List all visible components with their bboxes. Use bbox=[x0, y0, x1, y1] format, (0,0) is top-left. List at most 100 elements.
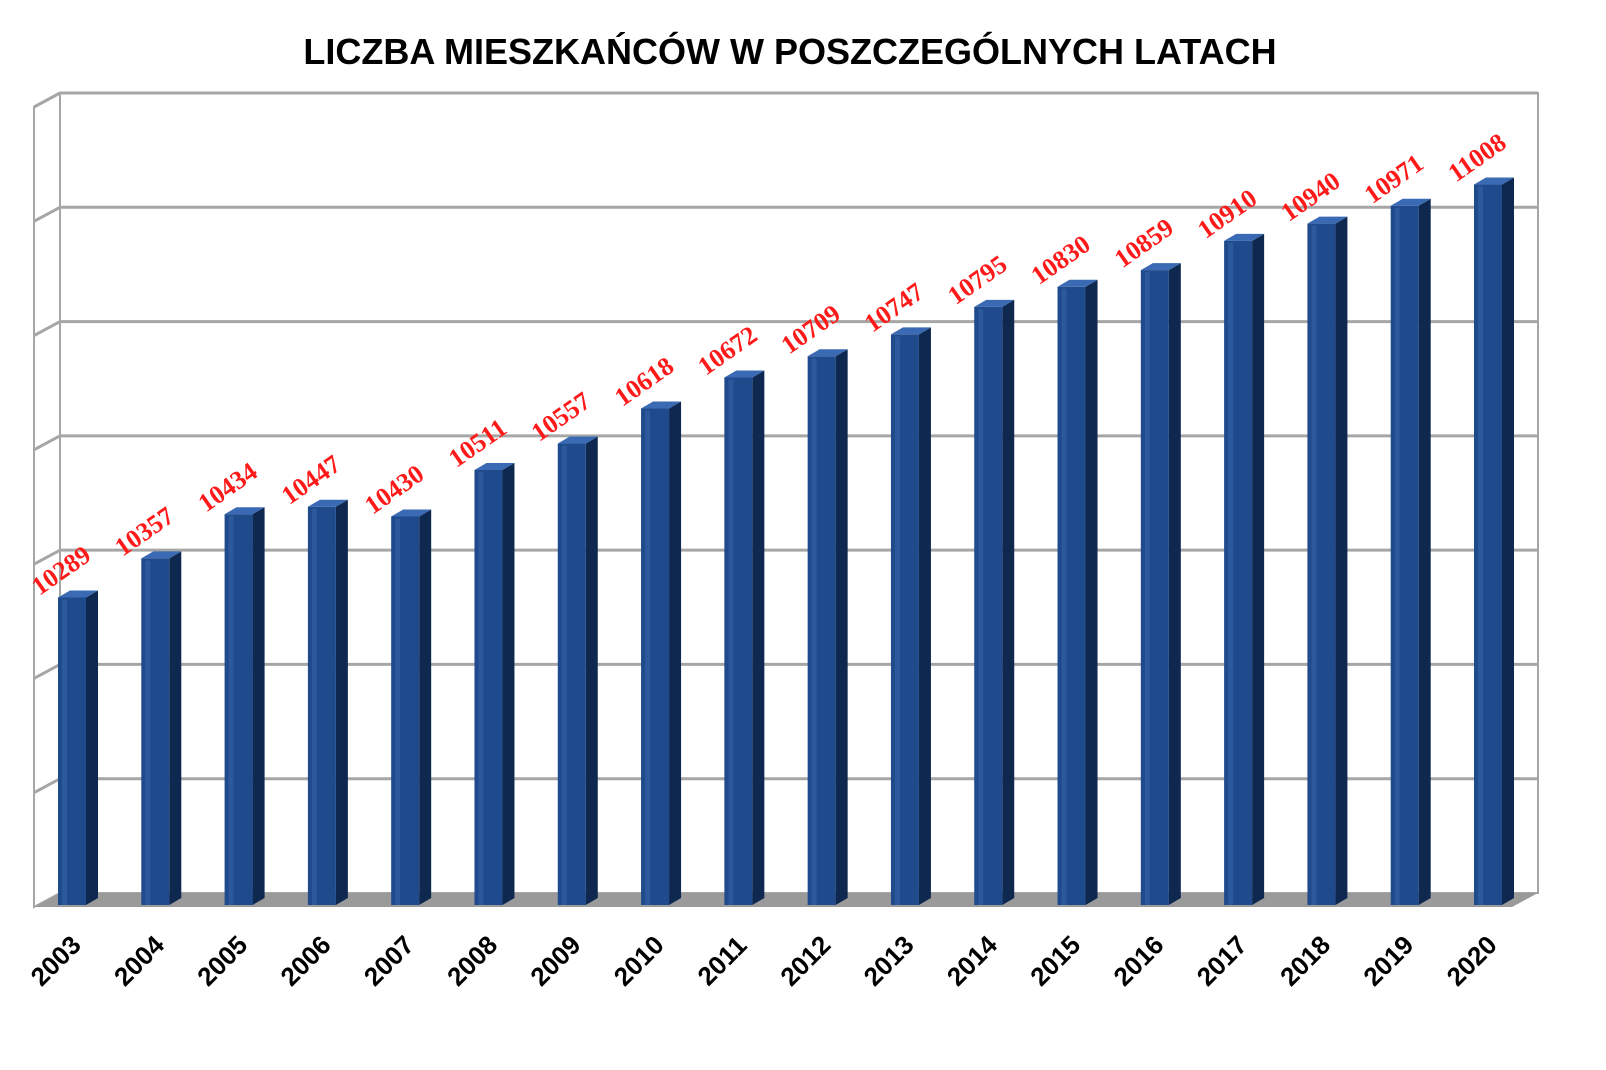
bar-highlight bbox=[894, 336, 900, 905]
plot-background bbox=[33, 91, 1539, 909]
x-tick-label: 2016 bbox=[1107, 930, 1169, 992]
x-tick-label: 2015 bbox=[1024, 930, 1086, 992]
bar bbox=[1140, 263, 1181, 905]
gridlines bbox=[33, 91, 1538, 795]
bar-side bbox=[918, 327, 931, 905]
bar-highlight bbox=[561, 445, 567, 905]
bar-top bbox=[141, 551, 182, 559]
bar-top bbox=[307, 499, 348, 507]
x-tick-label: 2006 bbox=[274, 930, 336, 992]
chart-title: LICZBA MIESZKAŃCÓW W POSZCZEGÓLNYCH LATA… bbox=[303, 30, 1276, 72]
x-tick-label: 2019 bbox=[1357, 930, 1419, 992]
x-tick-label: 2020 bbox=[1441, 930, 1503, 992]
bar-top bbox=[557, 436, 598, 444]
bar-side bbox=[1335, 216, 1348, 906]
bar bbox=[391, 509, 432, 905]
bar-top bbox=[1307, 216, 1348, 224]
bar bbox=[58, 590, 98, 905]
bar-highlight bbox=[395, 518, 401, 905]
gridline-side bbox=[33, 663, 61, 680]
bars bbox=[58, 177, 1514, 906]
x-tick-label: 2012 bbox=[774, 930, 836, 992]
bar bbox=[307, 499, 348, 905]
bar-side bbox=[669, 401, 682, 905]
bar bbox=[474, 462, 515, 905]
bar-highlight bbox=[1478, 186, 1483, 905]
bar-side bbox=[1085, 279, 1098, 905]
bar-top bbox=[224, 507, 265, 515]
bar-highlight bbox=[145, 560, 151, 905]
bar-highlight bbox=[1061, 288, 1067, 905]
bar-highlight bbox=[1144, 272, 1150, 905]
bar bbox=[974, 299, 1015, 905]
bar-highlight bbox=[811, 358, 817, 905]
bar-side bbox=[1502, 177, 1514, 905]
bar-side bbox=[1418, 198, 1431, 906]
bar-side bbox=[585, 436, 598, 905]
bar-side bbox=[335, 499, 348, 905]
x-tick-label: 2008 bbox=[441, 930, 503, 992]
bar-side bbox=[169, 551, 182, 905]
bar bbox=[1390, 198, 1431, 906]
bar bbox=[807, 349, 848, 905]
x-tick-label: 2011 bbox=[691, 930, 752, 991]
bar bbox=[1474, 177, 1514, 905]
gridline-side bbox=[33, 434, 61, 452]
bar-highlight bbox=[62, 599, 67, 905]
bar-side bbox=[1252, 233, 1265, 906]
bar-top bbox=[474, 462, 515, 470]
bar-top bbox=[1057, 279, 1098, 287]
bar-side bbox=[502, 462, 515, 905]
x-tick-label: 2010 bbox=[608, 930, 670, 992]
bar bbox=[1307, 216, 1348, 906]
bar bbox=[724, 370, 765, 906]
back-wall bbox=[59, 92, 1539, 894]
gridline-side bbox=[33, 91, 61, 109]
bar-highlight bbox=[311, 508, 317, 905]
bar-highlight bbox=[978, 308, 984, 905]
x-axis-tick-labels: 2003 2004 2005 2006 2007 2008 2009 2010 2011 2012… bbox=[25, 929, 1503, 991]
gridline-side bbox=[33, 548, 61, 566]
bar-highlight bbox=[478, 471, 484, 905]
gridline-side bbox=[33, 777, 61, 795]
x-tick-label: 2014 bbox=[941, 929, 1003, 991]
bar-top bbox=[890, 327, 931, 335]
bar-side bbox=[419, 509, 432, 905]
bar-top bbox=[1140, 263, 1181, 271]
gridline-side bbox=[33, 320, 61, 337]
bar-highlight bbox=[1394, 207, 1400, 906]
bar-side bbox=[252, 507, 265, 905]
bar-highlight bbox=[728, 379, 734, 906]
bar-top bbox=[391, 509, 432, 517]
bar-top bbox=[1474, 177, 1514, 185]
bar-side bbox=[752, 370, 765, 906]
bar-highlight bbox=[1311, 225, 1317, 906]
bar-top bbox=[58, 590, 98, 598]
bar-highlight bbox=[228, 516, 234, 905]
x-tick-label: 2018 bbox=[1274, 930, 1336, 992]
bar bbox=[141, 551, 182, 905]
bar bbox=[557, 436, 598, 905]
bar-highlight bbox=[645, 410, 651, 905]
bar bbox=[1057, 279, 1098, 905]
x-tick-label: 2004 bbox=[108, 929, 170, 991]
bar-top bbox=[641, 401, 682, 409]
bar bbox=[224, 507, 265, 905]
bar bbox=[1224, 233, 1265, 906]
bar bbox=[890, 327, 931, 905]
bar-side bbox=[1002, 299, 1015, 905]
x-tick-label: 2009 bbox=[524, 930, 586, 992]
bar-highlight bbox=[1228, 242, 1234, 906]
bar-top bbox=[807, 349, 848, 357]
x-tick-label: 2013 bbox=[858, 930, 920, 992]
x-tick-label: 2005 bbox=[191, 930, 253, 992]
bar-top bbox=[974, 299, 1015, 307]
bar-side bbox=[835, 349, 848, 905]
bar-top bbox=[724, 370, 765, 378]
bar bbox=[641, 401, 682, 905]
x-tick-label: 2017 bbox=[1191, 930, 1253, 992]
bar-side bbox=[86, 590, 98, 905]
bar-top bbox=[1390, 198, 1431, 206]
bar-top bbox=[1224, 233, 1265, 241]
